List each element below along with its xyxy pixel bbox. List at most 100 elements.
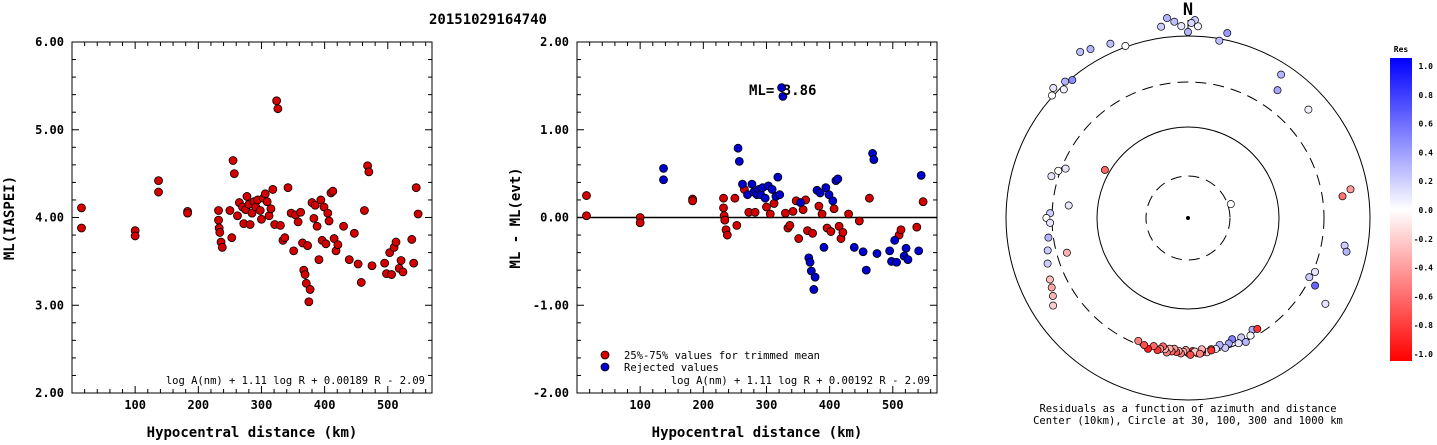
data-point: [916, 170, 926, 180]
data-point: [391, 237, 401, 247]
data-point: [733, 143, 743, 153]
residual-colorbar: Res 1.0 0.8 0.6 0.4 0.2 0.0 -0.2 -0.4 -0.6 -0.8 -1…: [1390, 45, 1433, 361]
station-residual-point: [1184, 28, 1192, 36]
data-point: [328, 186, 338, 196]
data-point: [411, 183, 421, 193]
colorbar-tick-label: -0.8: [1414, 321, 1433, 330]
y-tick-label: 2.00: [540, 35, 569, 49]
data-point: [268, 185, 278, 194]
ml-vs-distance-panel: 100 200 300 400 500 2.00 3.00 4.00 5.00 6.00 ML(I…: [2, 35, 433, 441]
station-residual-point: [1311, 267, 1319, 276]
station-residual-point: [1342, 247, 1351, 256]
formula-text: log A(nm) + 1.11 log R + 0.00192 R - 2.0…: [671, 375, 930, 387]
station-residual-point: [1047, 172, 1056, 181]
data-point: [914, 246, 924, 256]
data-point: [229, 169, 239, 179]
data-point: [257, 214, 266, 224]
colorbar-tick-label: -0.2: [1414, 235, 1433, 244]
data-point: [814, 201, 824, 211]
colorbar-tick-label: 0.4: [1419, 148, 1434, 157]
station-residual-point: [1054, 166, 1063, 175]
epicenter-marker: [1186, 216, 1190, 220]
station-residual-point: [1061, 164, 1070, 173]
data-point: [214, 215, 223, 225]
ring-30km: [1145, 175, 1231, 261]
data-point: [314, 255, 324, 265]
data-point: [214, 206, 223, 215]
legend-label-rejected: Rejected values: [624, 362, 719, 374]
y-tick-label: 0.00: [540, 211, 569, 225]
x-axis-label: Hypocentral distance (km): [652, 425, 863, 441]
colorbar-tick-label: 0.0: [1419, 206, 1434, 215]
station-residual-point: [1047, 283, 1056, 292]
data-point: [296, 207, 306, 217]
y-tick-label: 5.00: [35, 123, 64, 137]
station-residual-point: [1277, 70, 1286, 79]
data-point: [276, 220, 285, 230]
station-residual-point: [1226, 200, 1235, 209]
data-point: [890, 235, 900, 245]
data-point: [225, 206, 235, 215]
data-point: [321, 239, 331, 249]
data-point: [280, 233, 290, 243]
colorbar-title: Res: [1394, 45, 1409, 54]
station-residual-point: [1043, 259, 1052, 268]
station-residual-point: [1241, 338, 1250, 346]
data-point: [796, 198, 805, 207]
data-point: [283, 183, 293, 193]
station-residual-point: [1048, 91, 1056, 100]
data-point: [242, 192, 252, 201]
station-residual-point: [1064, 201, 1073, 210]
data-point: [154, 176, 163, 186]
data-point: [732, 220, 742, 230]
data-point: [272, 96, 282, 106]
data-point: [854, 216, 864, 226]
data-point: [765, 209, 775, 219]
data-point: [777, 83, 787, 93]
formula-text: log A(nm) + 1.11 log R + 0.00189 R - 2.0…: [166, 375, 425, 387]
data-point: [808, 228, 817, 238]
colorbar-tick-label: -1.0: [1414, 350, 1433, 359]
data-point: [273, 104, 283, 114]
y-tick-label: 2.00: [35, 386, 64, 400]
data-point: [865, 193, 874, 203]
data-point: [77, 203, 86, 213]
data-point: [266, 204, 276, 214]
data-point: [849, 242, 859, 252]
x-tick-label: 100: [124, 398, 146, 412]
data-point: [413, 209, 423, 219]
data-point: [817, 209, 827, 219]
data-point: [300, 270, 310, 279]
colorbar-tick-label: 0.2: [1419, 177, 1434, 186]
x-tick-label: 500: [377, 398, 399, 412]
data-point: [861, 265, 871, 275]
data-point: [233, 211, 242, 221]
colorbar-tick-label: -0.4: [1414, 264, 1433, 273]
station-residual-point: [1086, 45, 1095, 54]
data-point: [582, 211, 591, 221]
data-point: [794, 234, 804, 243]
data-point: [785, 220, 795, 230]
data-point: [844, 209, 853, 219]
data-point: [312, 221, 322, 231]
data-point: [309, 213, 319, 223]
data-point: [819, 242, 829, 252]
station-residual-point: [1076, 47, 1085, 56]
data-point: [829, 204, 839, 214]
data-point: [154, 187, 163, 197]
y-tick-label: 1.00: [540, 123, 569, 137]
ml-annotation: ML= 3.86: [749, 83, 816, 99]
data-point: [130, 231, 140, 241]
station-residual-point: [1140, 341, 1149, 350]
map-caption-line1: Residuals as a function of azimuth and d…: [1039, 403, 1336, 415]
chart-title: 20151029164740: [429, 12, 547, 28]
data-point: [77, 223, 86, 233]
data-point: [245, 220, 255, 229]
station-residual-point: [1068, 76, 1077, 85]
x-tick-label: 400: [819, 398, 841, 412]
station-residual-point: [1121, 42, 1130, 50]
data-point: [747, 179, 757, 189]
data-point: [815, 188, 825, 198]
data-point: [719, 193, 728, 203]
